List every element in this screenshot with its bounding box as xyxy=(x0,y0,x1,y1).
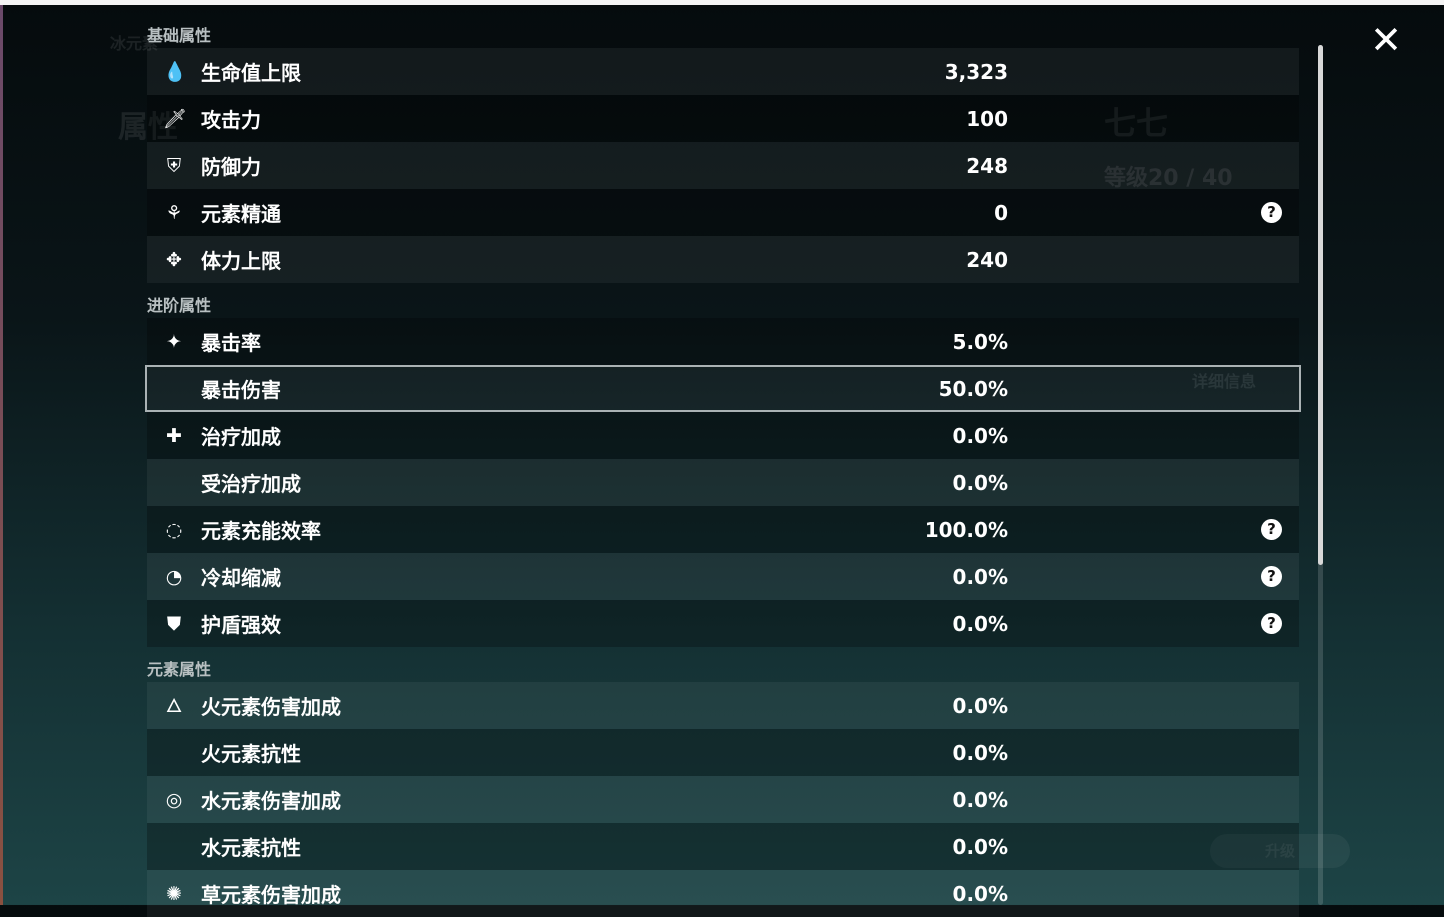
stat-row[interactable]: 火元素抗性 0.0% xyxy=(147,729,1299,776)
stat-row[interactable]: ✥ 体力上限 240 xyxy=(147,236,1299,283)
stat-label: 水元素伤害加成 xyxy=(201,789,341,813)
stat-value: 0.0% xyxy=(952,693,1008,718)
stat-value: 100 xyxy=(966,106,1008,131)
section-header: 进阶属性 xyxy=(147,296,212,315)
dendro-icon: ✺ xyxy=(166,882,182,905)
stat-row[interactable]: ✺ 草元素伤害加成 0.0% xyxy=(147,870,1299,917)
scrollbar-thumb[interactable] xyxy=(1318,45,1323,565)
stat-label: 元素充能效率 xyxy=(201,519,321,543)
bg-level: 等级20 / 40 xyxy=(1104,166,1233,191)
pyro-icon: 🜂 xyxy=(165,694,183,717)
scrollbar[interactable] xyxy=(1318,45,1323,905)
shield-icon: ⛨ xyxy=(166,154,182,177)
stat-value: 100.0% xyxy=(924,517,1008,542)
stat-label: 受治疗加成 xyxy=(201,472,301,496)
stat-row[interactable]: 受治疗加成 0.0% xyxy=(147,459,1299,506)
stat-label: 水元素抗性 xyxy=(201,836,301,860)
stat-value: 0.0% xyxy=(952,470,1008,495)
close-x-icon[interactable]: ✕ xyxy=(1370,18,1402,62)
stat-row[interactable]: 水元素抗性 0.0% xyxy=(147,823,1299,870)
stat-row[interactable]: 暴击伤害 50.0% xyxy=(145,365,1301,412)
stat-value: 0 xyxy=(994,200,1008,225)
stat-label: 攻击力 xyxy=(201,108,261,132)
bg-attr-title: 属性 xyxy=(118,110,178,145)
stat-value: 240 xyxy=(966,247,1008,272)
stat-label: 体力上限 xyxy=(201,249,281,273)
healing-cross-icon: ✚ xyxy=(166,424,182,447)
stat-row[interactable]: ◌ 元素充能效率 100.0%? xyxy=(147,506,1299,553)
stat-row[interactable]: ⚘ 元素精通 0? xyxy=(147,189,1299,236)
elemental-mastery-icon: ⚘ xyxy=(165,201,183,224)
stat-label: 治疗加成 xyxy=(201,425,281,449)
crit-rate-icon: ✦ xyxy=(166,330,182,353)
shield-strength-icon: ⛊ xyxy=(166,612,182,635)
stat-value: 0.0% xyxy=(952,740,1008,765)
stat-value: 0.0% xyxy=(952,834,1008,859)
stat-label: 护盾强效 xyxy=(201,613,281,637)
section-header: 元素属性 xyxy=(147,660,212,679)
stat-value: 0.0% xyxy=(952,564,1008,589)
cooldown-icon: ◔ xyxy=(165,565,183,588)
stat-row[interactable]: 🗡 攻击力 100 xyxy=(147,95,1299,142)
window-left-edge xyxy=(0,5,3,905)
stat-value: 3,323 xyxy=(944,59,1008,84)
stat-row[interactable]: 💧 生命值上限 3,323 xyxy=(147,48,1299,95)
stat-label: 冷却缩减 xyxy=(201,566,281,590)
sword-icon: 🗡 xyxy=(163,107,188,130)
hydro-icon: ◎ xyxy=(165,788,183,811)
stat-label: 草元素伤害加成 xyxy=(201,883,341,907)
bg-detail-button: 详细信息 xyxy=(1192,372,1257,391)
stat-row[interactable]: ◔ 冷却缩减 0.0%? xyxy=(147,553,1299,600)
hp-drop-icon: 💧 xyxy=(163,60,187,83)
stat-label: 生命值上限 xyxy=(201,61,301,85)
stat-label: 暴击伤害 xyxy=(201,378,281,402)
stat-value: 0.0% xyxy=(952,423,1008,448)
stat-value: 50.0% xyxy=(938,376,1008,401)
section-header: 基础属性 xyxy=(147,26,212,45)
stat-row[interactable]: ⛨ 防御力 248 xyxy=(147,142,1299,189)
stat-label: 防御力 xyxy=(201,155,261,179)
energy-recharge-icon: ◌ xyxy=(165,518,183,541)
stat-value: 0.0% xyxy=(952,611,1008,636)
crit-dmg-icon xyxy=(163,378,185,400)
help-question-icon[interactable]: ? xyxy=(1261,566,1282,587)
stat-value: 248 xyxy=(966,153,1008,178)
stat-row[interactable]: ✚ 治疗加成 0.0% xyxy=(147,412,1299,459)
stat-label: 暴击率 xyxy=(201,331,261,355)
stat-value: 0.0% xyxy=(952,787,1008,812)
bg-upgrade-button: 升级 xyxy=(1210,834,1350,868)
bg-char-name: 七七 xyxy=(1104,104,1169,142)
stat-row[interactable]: ◎ 水元素伤害加成 0.0% xyxy=(147,776,1299,823)
help-question-icon[interactable]: ? xyxy=(1261,613,1282,634)
help-question-icon[interactable]: ? xyxy=(1261,202,1282,223)
stat-value: 5.0% xyxy=(952,329,1008,354)
stat-label: 火元素伤害加成 xyxy=(201,695,341,719)
stat-row[interactable]: ✦ 暴击率 5.0% xyxy=(147,318,1299,365)
stamina-icon: ✥ xyxy=(166,248,182,271)
help-question-icon[interactable]: ? xyxy=(1261,519,1282,540)
window-top-bar xyxy=(0,0,1444,5)
stat-row[interactable]: 🜂 火元素伤害加成 0.0% xyxy=(147,682,1299,729)
stat-value: 0.0% xyxy=(952,881,1008,906)
stat-label: 火元素抗性 xyxy=(201,742,301,766)
stat-label: 元素精通 xyxy=(201,202,281,226)
bg-element-tab: 冰元素 xyxy=(110,34,159,53)
stat-row[interactable]: ⛊ 护盾强效 0.0%? xyxy=(147,600,1299,647)
